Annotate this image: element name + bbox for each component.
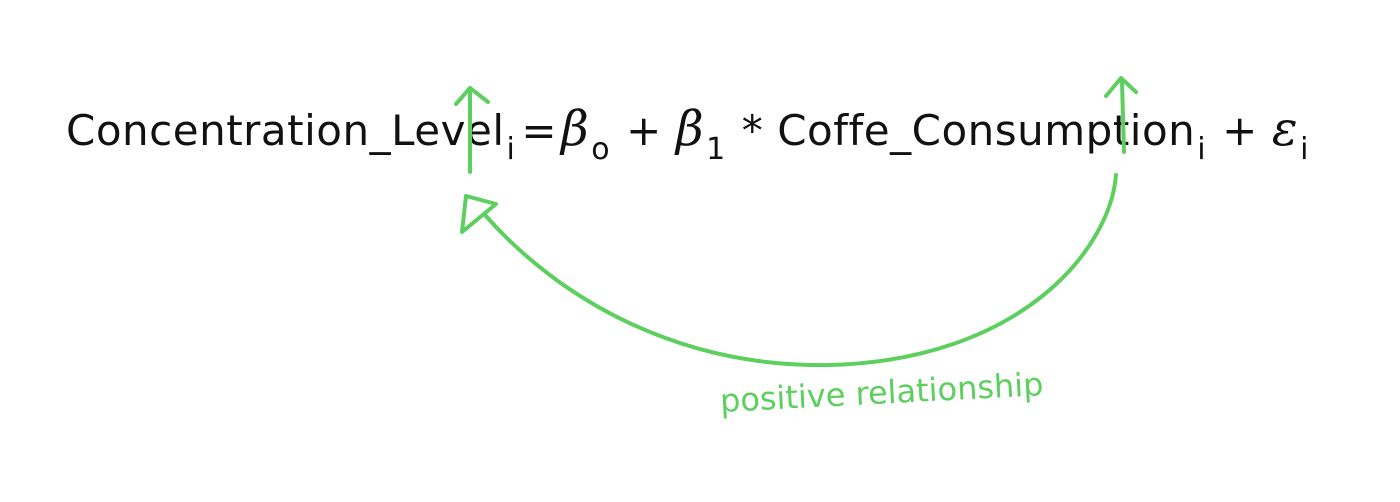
- lhs-subscript: i: [506, 132, 516, 167]
- beta1-symbol: β: [675, 101, 705, 157]
- epsilon-symbol: ε: [1271, 101, 1299, 157]
- plus-sign-2: +: [1222, 106, 1258, 155]
- beta0-subscript: o: [591, 132, 611, 167]
- predictor-subscript: i: [1197, 132, 1207, 167]
- relationship-curve: [483, 173, 1118, 368]
- regression-equation: Concentration_Leveli =βo + β1 * Coffe_Consump…: [66, 101, 1311, 165]
- relationship-label: positive relationship: [719, 365, 1045, 420]
- relationship-arrowhead-icon: [460, 194, 498, 234]
- epsilon-subscript: i: [1300, 132, 1309, 167]
- lhs-variable: Concentration_Level: [66, 106, 505, 155]
- equals-sign: =: [521, 106, 558, 155]
- times-sign: *: [741, 106, 764, 155]
- beta0-symbol: β: [561, 101, 590, 157]
- plus-sign-1: +: [626, 106, 662, 155]
- predictor-variable: Coffe_Consumption: [777, 106, 1196, 155]
- beta1-subscript: 1: [706, 132, 726, 167]
